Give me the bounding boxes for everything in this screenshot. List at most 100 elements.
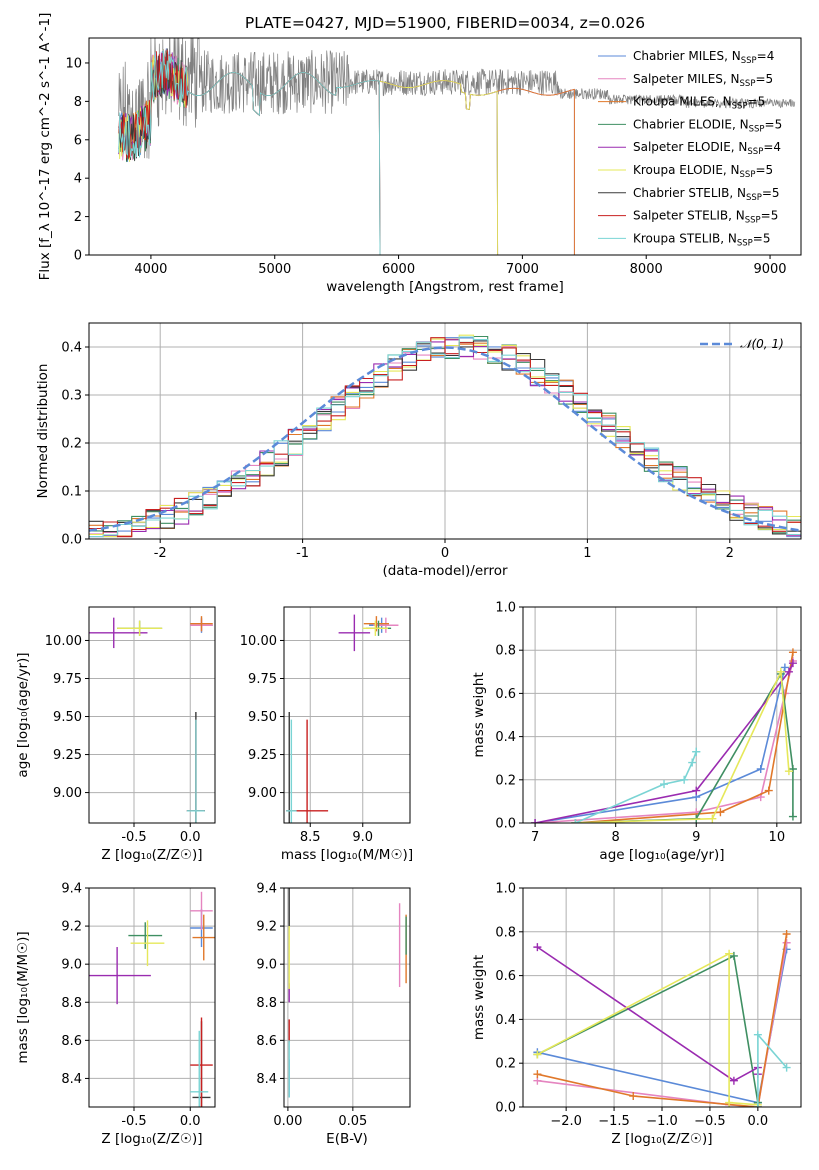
weight-marker	[531, 819, 540, 823]
weight-marker	[784, 767, 793, 776]
weight_vs_age-xtick-label: 8	[612, 830, 620, 845]
weight-marker	[688, 758, 697, 767]
legend-entry: Chabrier ELODIE, NSSP=5	[633, 117, 782, 134]
age_vs_Z-ytick-label: 9.00	[53, 786, 82, 801]
residuals-xtick-label: 1	[583, 546, 591, 561]
mass_vs_Z-xtick-label: -0.5	[121, 1114, 146, 1129]
weight-line	[575, 668, 790, 823]
residuals-xlabel: (data-model)/error	[382, 563, 508, 579]
weight_vs_age-plot-area	[531, 648, 797, 823]
weight-line	[575, 652, 794, 823]
weight-marker	[788, 659, 797, 668]
weight_vs_age-xtick-label: 9	[692, 830, 700, 845]
age_vs_mass-ytick-label: 9.25	[248, 748, 277, 763]
weight-marker	[753, 1030, 762, 1039]
legend-entry: Kroupa MILES, NSSP=5	[633, 95, 765, 112]
weight-marker	[725, 1098, 734, 1107]
spectrum-ylabel: Flux [f_λ 10^-17 erg cm^-2 s^-1 A^-1]	[37, 13, 53, 281]
age_vs_Z-panel: -0.5 0.0 9.00 9.25 9.50 9.75 10.00 Z [log₁₀(Z/Z…	[15, 606, 216, 863]
spectrum-xtick-label: 8000	[630, 262, 663, 277]
residuals-ytick-label: 0.2	[61, 437, 82, 452]
mass_vs_EBV-ytick-label: 9.4	[256, 882, 277, 897]
weight-marker	[629, 1092, 638, 1101]
legend-entry: Chabrier STELIB, NSSP=5	[633, 186, 780, 203]
weight_vs_Z-xtick-label: −1.5	[598, 1114, 630, 1129]
weight_vs_Z-xtick-label: −1.0	[646, 1114, 678, 1129]
legend-entry: Kroupa ELODIE, NSSP=5	[633, 163, 773, 180]
weight_vs_age-panel: 7 8 9 10 0.0 0.2 0.4 0.6 0.8 1.0 age [log₁₀(age/yr…	[471, 601, 802, 863]
weight_vs_Z-xlabel: Z [log₁₀(Z/Z☉)]	[611, 1131, 712, 1147]
mass_vs_EBV-ytick-label: 8.4	[256, 1072, 277, 1087]
weight-marker	[533, 1050, 542, 1059]
observed-spectrum	[118, 38, 796, 159]
weight-marker	[782, 938, 791, 947]
weight_vs_Z-xtick-label: 0.0	[748, 1114, 769, 1129]
mass_vs_Z-ytick-label: 9.2	[61, 920, 82, 935]
mass_vs_Z-ytick-label: 9.4	[61, 882, 82, 897]
weight-line	[757, 1032, 788, 1107]
weight-marker	[660, 780, 669, 789]
age_vs_mass-ytick-label: 9.75	[248, 672, 277, 687]
legend-entry: Kroupa STELIB, NSSP=5	[633, 231, 771, 248]
mass_vs_EBV-xtick-label: 0.00	[273, 1114, 302, 1129]
mass_vs_EBV-ytick-label: 9.2	[256, 920, 277, 935]
chart-title: PLATE=0427, MJD=51900, FIBERID=0034, z=0…	[245, 14, 645, 32]
mass_vs_Z-ytick-label: 9.0	[61, 958, 82, 973]
weight-line	[537, 933, 788, 1107]
weight_vs_Z-ytick-label: 0.4	[495, 1013, 516, 1028]
age_vs_mass-plot-area	[286, 614, 399, 823]
mass_vs_Z-panel: -0.5 0.0 8.4 8.6 8.8 9.0 9.2 9.4 Z [log₁₀(Z/Z☉)]…	[15, 882, 216, 1147]
legend-entry: 𝒩(0, 1)	[740, 337, 784, 351]
weight-marker	[716, 808, 725, 817]
mass_vs_EBV-panel: 0.00 0.05 8.4 8.6 8.8 9.0 9.2 9.4 E(B-V)	[256, 882, 411, 1147]
mass_vs_EBV-ytick-label: 9.0	[256, 958, 277, 973]
spectrum-ytick-label: 0	[74, 249, 82, 264]
legend-entry: Salpeter MILES, NSSP=5	[633, 72, 773, 89]
mass_vs_Z-xtick-label: 0.0	[180, 1114, 201, 1129]
residuals-xtick-label: 2	[726, 546, 734, 561]
weight-marker	[782, 1063, 791, 1072]
age_vs_Z-ytick-label: 10.00	[45, 634, 82, 649]
weight-marker	[788, 765, 797, 773]
weight_vs_age-ytick-label: 0.2	[495, 773, 516, 788]
spectrum-xtick-label: 6000	[382, 262, 415, 277]
spectrum-ytick-label: 6	[74, 133, 82, 148]
weight-marker	[729, 951, 738, 960]
mass_vs_EBV-xlabel: E(B-V)	[326, 1131, 368, 1147]
weight_vs_age-ytick-label: 0.6	[495, 687, 516, 702]
age_vs_mass-frame	[283, 606, 411, 824]
spectrum-legend: Chabrier MILES, NSSP=4 Salpeter MILES, NS…	[598, 49, 782, 248]
mass_vs_EBV-ytick-label: 8.8	[256, 996, 277, 1011]
spectrum-panel: 4000 5000 6000 7000 8000 9000 0 2 4 6 8 10 wavelengt…	[37, 13, 802, 295]
weight-line	[575, 751, 697, 823]
weight_vs_Z-ytick-label: 1.0	[495, 882, 516, 897]
age_vs_mass-xtick-label: 9.0	[352, 830, 373, 845]
weight_vs_Z-ylabel: mass weight	[471, 955, 487, 1040]
legend-entry: Chabrier MILES, NSSP=4	[633, 49, 774, 66]
weight-marker	[725, 949, 734, 958]
age_vs_Z-ytick-label: 9.50	[53, 710, 82, 725]
weight_vs_Z-ytick-label: 0.2	[495, 1057, 516, 1072]
spectrum-frame	[88, 37, 802, 256]
weight_vs_age-frame	[522, 606, 802, 824]
weight-marker	[753, 1103, 762, 1107]
mass_vs_Z-ytick-label: 8.8	[61, 996, 82, 1011]
weight_vs_Z-plot-area	[533, 929, 791, 1107]
spectrum-ytick-label: 10	[65, 56, 82, 71]
spectrum-ytick-label: 4	[74, 172, 82, 187]
weight-line	[537, 954, 759, 1103]
weight-marker	[533, 943, 542, 952]
weight_vs_age-xlabel: age [log₁₀(age/yr)]	[599, 847, 724, 863]
weight_vs_Z-ytick-label: 0.8	[495, 925, 516, 940]
mass_vs_EBV-plot-area	[288, 888, 407, 1098]
weight-marker	[788, 648, 797, 657]
age_vs_mass-panel: 8.5 9.0 9.00 9.25 9.50 9.75 10.00 mass [log₁₀(M…	[240, 606, 413, 863]
weight-line	[537, 952, 758, 1106]
residual-histogram	[89, 337, 801, 538]
spectrum-plot-area	[118, 38, 796, 255]
mass_vs_Z-ytick-label: 8.6	[61, 1034, 82, 1049]
legend-entry: Salpeter STELIB, NSSP=5	[633, 209, 778, 226]
age_vs_mass-ytick-label: 9.00	[248, 786, 277, 801]
weight-marker	[533, 1070, 542, 1079]
